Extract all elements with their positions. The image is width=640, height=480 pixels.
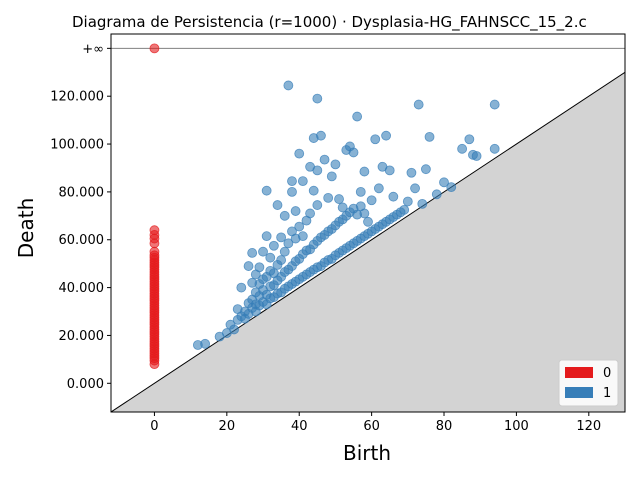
- data-point: [370, 134, 381, 145]
- data-point: [243, 261, 254, 271]
- data-point: [359, 208, 370, 219]
- x-tick-label: 20: [219, 419, 236, 434]
- series-0: [149, 43, 160, 370]
- data-point: [149, 225, 160, 236]
- axes-frame: [110, 33, 626, 413]
- series-1: [192, 80, 500, 350]
- data-point: [308, 185, 319, 196]
- x-axis-title: Birth: [343, 441, 391, 465]
- data-point: [337, 202, 348, 213]
- data-point: [489, 143, 500, 154]
- data-point: [366, 195, 377, 206]
- data-point: [431, 189, 442, 200]
- data-point: [363, 216, 373, 227]
- data-point: [312, 93, 323, 104]
- diagonal-line: [111, 71, 625, 412]
- data-point: [236, 282, 247, 293]
- data-point: [381, 130, 391, 141]
- x-tick-label: 120: [576, 419, 601, 434]
- data-point: [417, 198, 428, 209]
- data-point: [287, 176, 297, 187]
- plot-area: 0 20 40 60 80 100 120 0.000 20.000 40.000 60.000 80…: [50, 33, 626, 434]
- data-point: [258, 246, 268, 257]
- data-point: [424, 131, 435, 142]
- data-point: [149, 246, 160, 257]
- x-tick-label: 100: [504, 419, 529, 434]
- data-point: [319, 154, 330, 165]
- data-point: [402, 196, 413, 207]
- data-point: [410, 183, 420, 194]
- data-point: [471, 151, 482, 161]
- data-point: [287, 186, 297, 197]
- infinity-tick-label: +∞: [82, 42, 104, 57]
- chart-title: Diagrama de Persistencia (r=1000) · Dysp…: [72, 13, 587, 32]
- data-point: [330, 159, 341, 170]
- data-point: [384, 165, 395, 176]
- data-point: [305, 208, 315, 219]
- data-point: [294, 221, 305, 232]
- data-point: [297, 231, 308, 242]
- data-point: [283, 80, 294, 91]
- data-point: [348, 147, 359, 158]
- data-point: [406, 167, 417, 178]
- data-point: [279, 246, 290, 257]
- y-tick-label: 0.000: [67, 377, 104, 392]
- data-point: [373, 183, 384, 194]
- data-point: [413, 99, 424, 110]
- legend: 01: [558, 359, 619, 407]
- x-tick-label: 60: [363, 419, 380, 434]
- legend-label: 1: [603, 386, 611, 401]
- data-point: [334, 194, 344, 204]
- data-point: [326, 171, 337, 182]
- y-tick-label: 40.000: [59, 281, 105, 296]
- legend-label: 0: [603, 366, 611, 381]
- data-point: [272, 200, 283, 210]
- data-point: [355, 186, 366, 197]
- data-point: [388, 191, 399, 202]
- data-point: [312, 165, 323, 176]
- data-point: [297, 176, 308, 187]
- data-point: [489, 99, 500, 110]
- data-point: [312, 200, 323, 210]
- data-point: [276, 255, 287, 265]
- data-point: [290, 206, 301, 216]
- data-point: [265, 252, 276, 263]
- infinite-point: [149, 43, 160, 54]
- y-tick-label: 80.000: [59, 185, 105, 200]
- x-tick-label: 40: [291, 419, 308, 434]
- data-point: [446, 182, 457, 193]
- data-point: [254, 262, 265, 273]
- data-point: [247, 248, 258, 258]
- data-point: [359, 166, 370, 177]
- data-point: [352, 111, 363, 122]
- data-point: [323, 192, 334, 203]
- data-point: [200, 338, 211, 349]
- data-point: [439, 177, 449, 188]
- y-tick-label: 100.000: [50, 138, 104, 153]
- data-point: [229, 324, 239, 335]
- y-tick-label: 120.000: [50, 90, 104, 105]
- data-point: [294, 148, 305, 159]
- data-point: [316, 130, 326, 141]
- x-tick-label: 0: [150, 419, 158, 434]
- data-point: [268, 240, 279, 251]
- data-point: [261, 231, 272, 242]
- data-point: [457, 143, 468, 154]
- x-tick-label: 80: [436, 419, 453, 434]
- data-point: [276, 232, 287, 243]
- legend-swatch: [565, 387, 593, 398]
- data-point: [399, 204, 410, 215]
- data-point: [283, 238, 294, 249]
- legend-swatch: [565, 367, 593, 378]
- data-point: [279, 210, 290, 221]
- data-point: [421, 164, 431, 175]
- data-point: [464, 134, 475, 145]
- y-tick-label: 20.000: [59, 329, 105, 344]
- data-point: [261, 185, 272, 196]
- y-axis-title: Death: [14, 198, 38, 258]
- y-tick-label: 60.000: [59, 233, 105, 248]
